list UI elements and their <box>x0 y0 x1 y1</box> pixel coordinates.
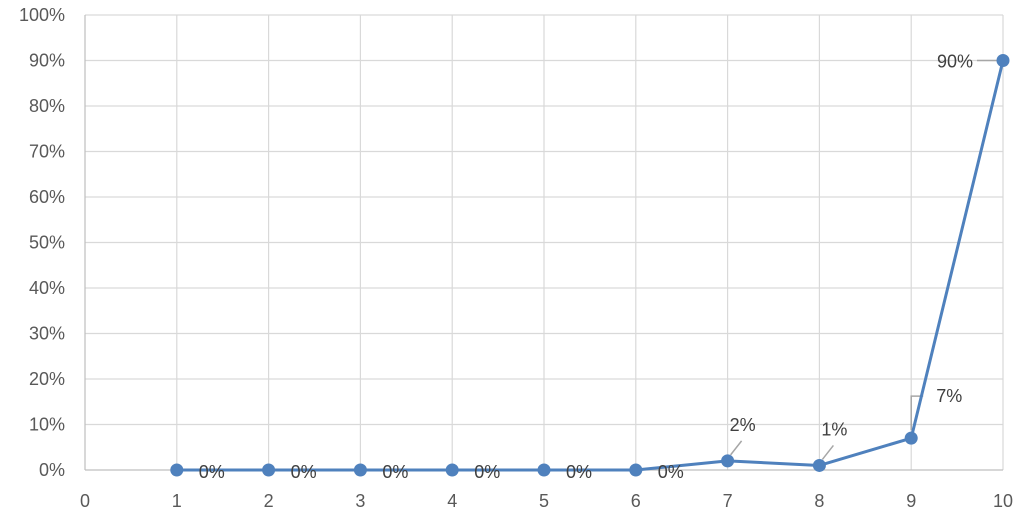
data-label: 90% <box>937 52 973 72</box>
data-point <box>904 431 918 445</box>
leader-lines <box>730 59 997 460</box>
leader-line <box>821 444 834 460</box>
data-point <box>537 463 551 477</box>
y-tick-label: 90% <box>29 51 65 71</box>
data-point <box>812 458 826 472</box>
x-tick-label: 4 <box>447 491 457 511</box>
data-point <box>262 463 276 477</box>
y-tick-label: 30% <box>29 324 65 344</box>
data-label: 7% <box>936 386 962 406</box>
x-tick-label: 6 <box>631 491 641 511</box>
data-point <box>353 463 367 477</box>
data-label: 0% <box>382 462 408 482</box>
series-line <box>175 59 1005 472</box>
x-tick-label: 5 <box>539 491 549 511</box>
y-tick-label: 40% <box>29 278 65 298</box>
x-tick-label: 0 <box>80 491 90 511</box>
x-tick-label: 10 <box>993 491 1013 511</box>
data-point <box>721 454 735 468</box>
y-tick-label: 60% <box>29 187 65 207</box>
x-tick-label: 8 <box>814 491 824 511</box>
y-tick-label: 10% <box>29 415 65 435</box>
data-label: 0% <box>658 462 684 482</box>
y-tick-label: 50% <box>29 233 65 253</box>
data-label: 0% <box>474 462 500 482</box>
y-tick-label: 20% <box>29 369 65 389</box>
leader-line <box>910 395 924 431</box>
data-point <box>170 463 184 477</box>
x-tick-label: 7 <box>723 491 733 511</box>
y-tick-label: 100% <box>19 5 65 25</box>
data-label: 2% <box>730 415 756 435</box>
data-label: 1% <box>821 419 847 439</box>
grid-layer <box>85 14 1004 470</box>
data-label: 0% <box>291 462 317 482</box>
y-tick-label: 70% <box>29 142 65 162</box>
y-tick-label: 80% <box>29 96 65 116</box>
data-labels: 0% 0% 0% 0% 0% 0% 2% 1% 7% 90% <box>199 52 973 483</box>
data-label: 0% <box>199 462 225 482</box>
x-tick-label: 3 <box>355 491 365 511</box>
y-tick-label: 0% <box>39 460 65 480</box>
data-point <box>629 463 643 477</box>
data-label: 0% <box>566 462 592 482</box>
tick-labels: 0%10%20%30%40%50%60%70%80%90%100%0 1 2 3 4 5 6… <box>19 5 1013 511</box>
data-point <box>445 463 459 477</box>
x-tick-label: 1 <box>172 491 182 511</box>
x-tick-label: 2 <box>264 491 274 511</box>
x-tick-label: 9 <box>906 491 916 511</box>
series-layer <box>170 54 1010 477</box>
leader-line <box>730 440 743 456</box>
data-point <box>996 54 1010 67</box>
